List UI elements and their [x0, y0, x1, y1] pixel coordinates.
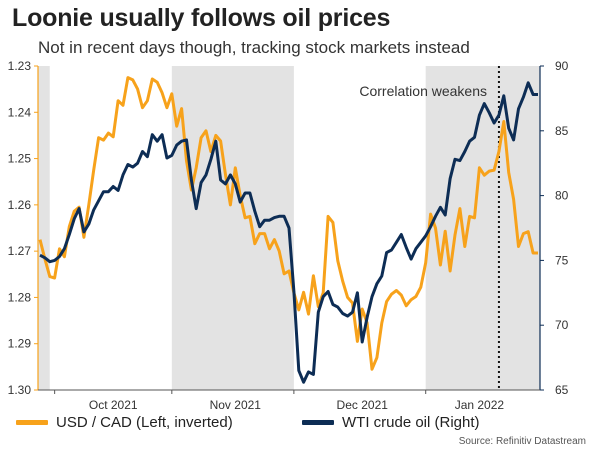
annotation-text: Correlation weakens	[359, 83, 487, 99]
chart-subtitle: Not in recent days though, tracking stoc…	[38, 38, 470, 57]
legend-swatch-usdcad	[16, 420, 48, 425]
shaded-band-3	[425, 66, 540, 390]
left-tick-label: 1.29	[8, 337, 32, 351]
chart-title: Loonie usually follows oil prices	[12, 4, 391, 32]
legend-item-wti: WTI crude oil (Right)	[302, 414, 480, 431]
legend-label-usdcad: USD / CAD (Left, inverted)	[56, 414, 233, 431]
source-note: Source: Refinitiv Datastream	[458, 436, 586, 447]
right-tick-label: 70	[555, 318, 569, 332]
line-chart: 1.23 1.24 1.25 1.26 1.27 1.28 1.29 1.30 90 85 80 75…	[8, 59, 569, 412]
series-usdcad-line	[38, 76, 538, 371]
right-tick-label: 65	[555, 383, 569, 397]
right-tick-label: 75	[555, 253, 569, 267]
shaded-band-1	[38, 66, 50, 390]
legend: USD / CAD (Left, inverted) WTI crude oil…	[10, 414, 590, 434]
x-tick-label: Jan 2022	[455, 398, 505, 412]
x-tick-label: Oct 2021	[89, 398, 138, 412]
left-tick-label: 1.25	[8, 152, 32, 166]
right-tick-label: 90	[555, 59, 569, 73]
legend-label-wti: WTI crude oil (Right)	[342, 414, 480, 431]
legend-swatch-wti	[302, 420, 334, 425]
x-tick-label: Nov 2021	[210, 398, 262, 412]
left-tick-label: 1.26	[8, 198, 32, 212]
left-tick-label: 1.24	[8, 105, 32, 119]
right-tick-label: 80	[555, 189, 569, 203]
right-tick-label: 85	[555, 124, 569, 138]
left-tick-label: 1.27	[8, 244, 32, 258]
shaded-band-2	[171, 66, 294, 390]
legend-item-usdcad: USD / CAD (Left, inverted)	[16, 414, 233, 431]
left-tick-label: 1.23	[8, 59, 32, 73]
left-tick-label: 1.30	[8, 383, 32, 397]
x-tick-label: Dec 2021	[337, 398, 389, 412]
series-wti-line	[39, 81, 538, 384]
left-tick-label: 1.28	[8, 290, 32, 304]
